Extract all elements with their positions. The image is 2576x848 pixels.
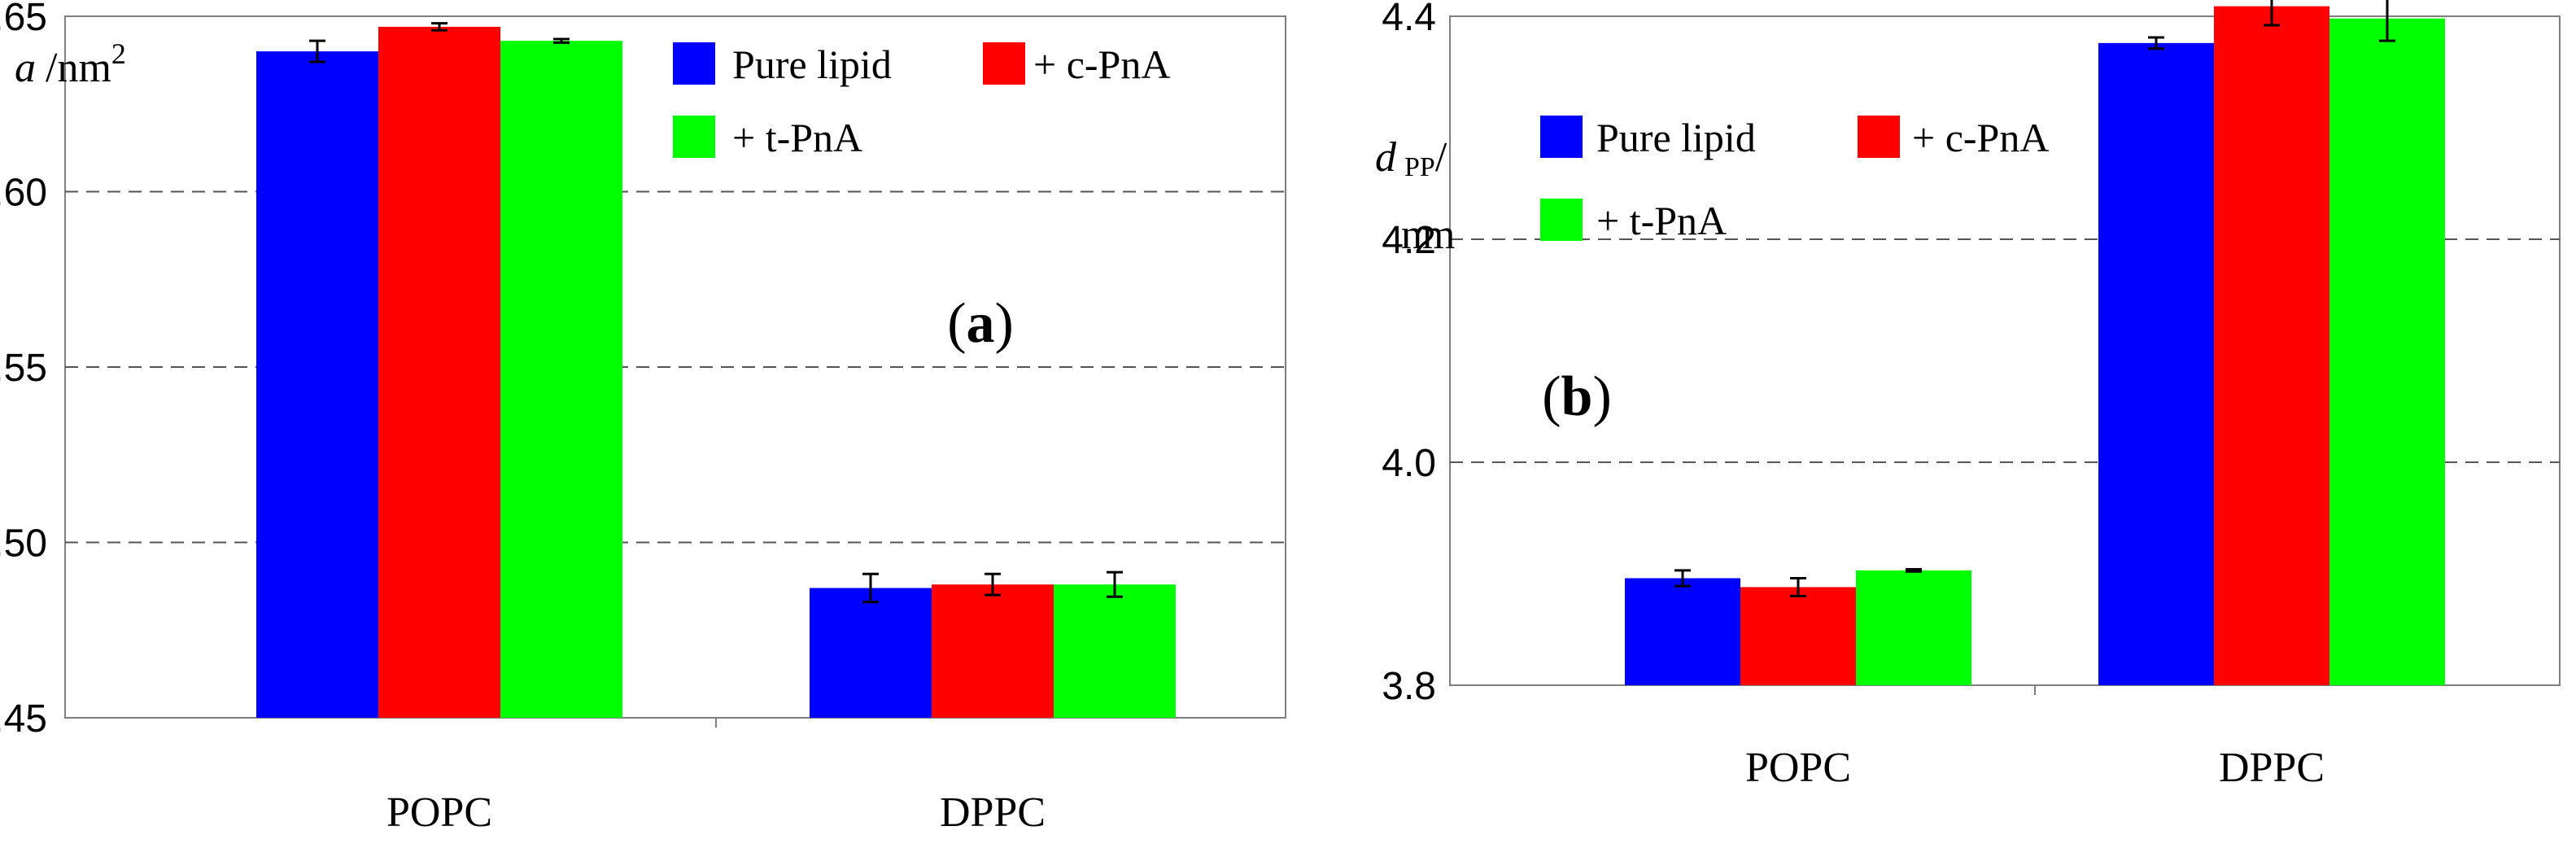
- y-axis-label-unit-a: /nm: [46, 45, 111, 91]
- legend-label: + c-PnA: [1912, 115, 2049, 160]
- bars-a: [256, 26, 1176, 719]
- bar: [500, 41, 622, 719]
- y-axis-label-var-a: a: [15, 45, 36, 91]
- legend-swatch: [983, 42, 1025, 85]
- y-tick-label: 0.60: [0, 172, 47, 215]
- y-axis-label-a: a/nm2: [15, 37, 126, 91]
- legend-swatch: [1858, 116, 1900, 158]
- y-tick-label: 0.45: [0, 697, 47, 741]
- y-axis-label-b: d PP/: [1375, 134, 1447, 182]
- gridlines-b: [1450, 238, 2560, 695]
- legend-a: Pure lipid + c-PnA + t-PnA: [673, 42, 1170, 160]
- y-tick-label: 3.8: [1382, 665, 1436, 708]
- error-bars-a: [309, 22, 1123, 604]
- y-tick-label: 0.55: [0, 347, 47, 390]
- bar: [2214, 6, 2329, 686]
- legend-label: + t-PnA: [1596, 198, 1727, 243]
- bar: [1054, 584, 1176, 718]
- y-tick-labels-a: 0.45 0.50 0.55 0.60 0.65: [0, 0, 47, 741]
- bars-b: [1625, 6, 2445, 686]
- legend-swatch: [673, 116, 715, 158]
- bar: [2329, 18, 2445, 686]
- bar: [2098, 42, 2214, 685]
- legend-label: Pure lipid: [732, 42, 892, 87]
- bar: [1856, 570, 1971, 685]
- y-axis-label-slash-b: /: [1435, 134, 1447, 181]
- bar: [1740, 587, 1856, 685]
- legend-label: + t-PnA: [732, 115, 862, 160]
- category-label: POPC: [386, 789, 492, 836]
- bar: [932, 584, 1054, 718]
- y-tick-labels-b: 3.8 4.0 4.2 4.4: [1382, 0, 1436, 708]
- legend-swatch: [1540, 199, 1583, 241]
- legend-label: + c-PnA: [1033, 42, 1170, 87]
- panel-label-b-letter: b: [1561, 365, 1593, 428]
- category-label: DPPC: [2219, 745, 2325, 791]
- category-labels-b: POPC DPPC: [1745, 745, 2325, 791]
- bar: [378, 26, 500, 719]
- error-bars-b: [1674, 0, 2395, 597]
- y-tick-label: 4.2: [1382, 219, 1436, 262]
- category-labels-a: POPC DPPC: [386, 789, 1046, 836]
- panel-label-a: (a): [947, 292, 1014, 355]
- bar: [1625, 578, 1740, 685]
- y-tick-label: 0.65: [0, 0, 47, 39]
- y-tick-label: 4.0: [1382, 442, 1436, 485]
- y-axis-label-unit-b: nm: [1401, 212, 1455, 258]
- category-label: POPC: [1745, 745, 1851, 791]
- panel-label-a-letter: a: [967, 292, 995, 355]
- legend-label: Pure lipid: [1596, 115, 1756, 160]
- y-tick-label: 4.4: [1382, 0, 1436, 39]
- y-axis-label-var-b: d: [1375, 134, 1397, 181]
- chart-panel-b: 3.8 4.0 4.2 4.4 POPC DPPC Pure lipid + c-PnA +…: [1375, 0, 2561, 791]
- panel-label-b: (b): [1542, 365, 1612, 428]
- plot-area-b: [1449, 15, 2561, 686]
- legend-swatch: [673, 42, 715, 85]
- category-label: DPPC: [940, 789, 1046, 836]
- legend-b: Pure lipid + c-PnA + t-PnA: [1540, 115, 2049, 243]
- y-axis-label-sub-b: PP: [1404, 152, 1435, 182]
- legend-swatch: [1540, 116, 1583, 158]
- y-axis-label-sup-a: 2: [111, 37, 126, 70]
- chart-panel-a: 0.45 0.50 0.55 0.60 0.65 POPC DPPC Pure lipid…: [0, 0, 1286, 836]
- bar: [256, 51, 378, 719]
- y-tick-label: 0.50: [0, 522, 47, 566]
- bar: [810, 588, 932, 718]
